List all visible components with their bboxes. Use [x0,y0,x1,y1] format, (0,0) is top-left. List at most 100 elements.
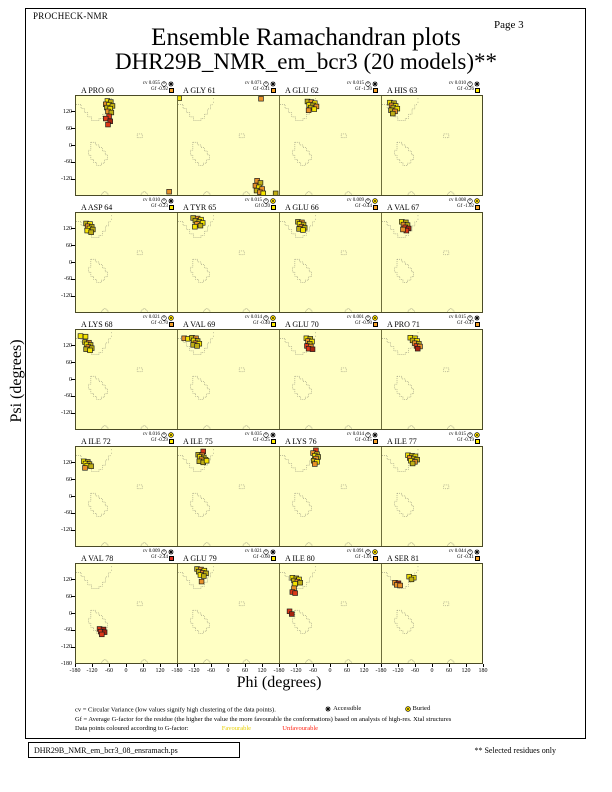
y-tick-mark [71,646,75,648]
residue-label: A VAL 78 [81,554,114,563]
buried-circle-icon [404,705,411,712]
residue-stats: cv 0.014 Gf -0.40 [245,315,276,327]
cv-dial-icon [161,198,167,204]
accessible-star-icon [270,432,276,438]
x-tick-mark [75,664,76,667]
ramachandran-plot-a-ser-81 [382,564,484,663]
y-tick-label: 0 [52,260,72,266]
page-border [25,8,586,739]
accessible-star-icon [372,432,378,438]
y-tick-label: -60 [64,393,72,400]
x-tick-label: 0 [430,668,434,674]
gf-value: Gf -0.90 [355,321,372,326]
gf-color-square [271,204,276,210]
x-tick-mark [279,664,280,667]
x-tick-mark [364,664,365,667]
residue-label: A HIS 63 [387,86,418,95]
residue-stats: cv 0.016 Gf -0.29 [143,432,174,444]
buried-circle-icon [372,549,378,555]
residue-header: A ASP 64 cv 0.010 Gf -0.23 [75,198,177,212]
y-tick-label: -60 [64,627,72,634]
legend-colour-row: Data points coloured according to G-fact… [75,724,545,733]
cv-dial-icon [263,81,269,87]
y-tick-mark [71,145,75,146]
y-tick-label: 0 [52,377,72,383]
y-tick-label: 120 [63,342,72,349]
plot-canvas [76,98,172,195]
y-tick-label: -120 [61,410,72,417]
y-tick-label: 0 [52,494,72,500]
residue-header: A PRO 71 cv 0.015 Gf -0.47 [381,315,483,329]
residue-stats: cv 0.021 Gf -0.70 [143,315,174,327]
residue-header: A VAL 78 cv 0.009 Gf -2.44 [75,549,177,563]
x-tick-label: -120 [86,668,98,674]
x-tick-label: 0 [226,668,230,674]
gf-value: Gf -0.41 [457,555,474,560]
residue-label: A LYS 68 [81,320,113,329]
legend-accessible-item: Accessible [325,704,361,713]
gf-value: Gf -0.44 [355,204,372,209]
cv-dial-icon [161,315,167,321]
x-tick-mark [160,664,161,667]
residue-stats: cv 0.015 Gf 0.20 [245,198,276,210]
x-tick-mark [449,664,450,667]
plot-canvas [76,449,148,546]
y-tick-label: -60 [64,510,72,517]
y-tick-mark [71,496,75,497]
y-tick-mark [71,479,75,481]
accessible-star-icon [474,549,480,555]
cv-value: cv 0.015 [448,432,466,437]
x-tick-mark [466,664,467,667]
plot-canvas [178,566,250,663]
gf-color-square [475,321,480,327]
plot-canvas [280,215,352,312]
cv-dial-icon [467,549,473,555]
residue-header: A HIS 63 cv 0.010 Gf -0.26 [381,81,483,95]
y-tick-mark [71,579,75,581]
cv-dial-icon [161,81,167,87]
x-tick-label: -180 [375,668,387,674]
gf-color-square [475,204,480,210]
residue-header: A GLY 61 cv 0.071 Gf -0.41 [177,81,279,95]
cv-dial-icon [467,315,473,321]
buried-circle-icon [270,315,276,321]
legend-unfavourable-label: Unfavourable [282,724,319,732]
cv-dial-icon [365,81,371,87]
gf-value: Gf -1.01 [355,555,372,560]
x-tick-mark [415,664,416,667]
residue-header: A ILE 72 cv 0.016 Gf -0.29 [75,432,177,446]
y-tick-mark [71,161,75,163]
ramachandran-plot-a-glu-62 [280,96,382,195]
gf-color-square [169,555,174,561]
x-tick-label: 60 [140,668,146,674]
x-tick-mark [347,664,348,667]
cv-value: cv 0.001 [346,315,364,320]
residue-header: A LYS 76 cv 0.014 Gf -0.45 [279,432,381,446]
cv-value: cv 0.016 [142,432,160,437]
cv-dial-icon [263,432,269,438]
cv-value: cv 0.008 [448,198,466,203]
x-axis-label: Phi (degrees) [236,674,322,691]
cv-dial-icon [263,198,269,204]
gf-value: Gf -0.92 [151,87,168,92]
plot-canvas [280,332,352,429]
page-title: Ensemble Ramachandran plots [151,24,461,51]
gf-value: Gf 0.20 [254,204,270,209]
y-tick-label: 60 [66,125,72,132]
buried-circle-icon [474,432,480,438]
accessible-star-icon [168,81,174,87]
residue-header: A LYS 68 cv 0.021 Gf -0.70 [75,315,177,329]
cv-dial-icon [365,198,371,204]
plot-row [75,95,483,196]
x-tick-label: -180 [171,668,183,674]
y-tick-mark [71,262,75,263]
accessible-star-icon [168,549,174,555]
x-tick-mark [143,664,144,667]
cv-dial-icon [467,198,473,204]
y-tick-mark [71,462,75,464]
accessible-star-icon [270,549,276,555]
cv-dial-icon [467,81,473,87]
residue-label: A GLU 66 [285,203,319,212]
gf-value: Gf -0.25 [253,438,270,443]
x-tick-mark [245,664,246,667]
